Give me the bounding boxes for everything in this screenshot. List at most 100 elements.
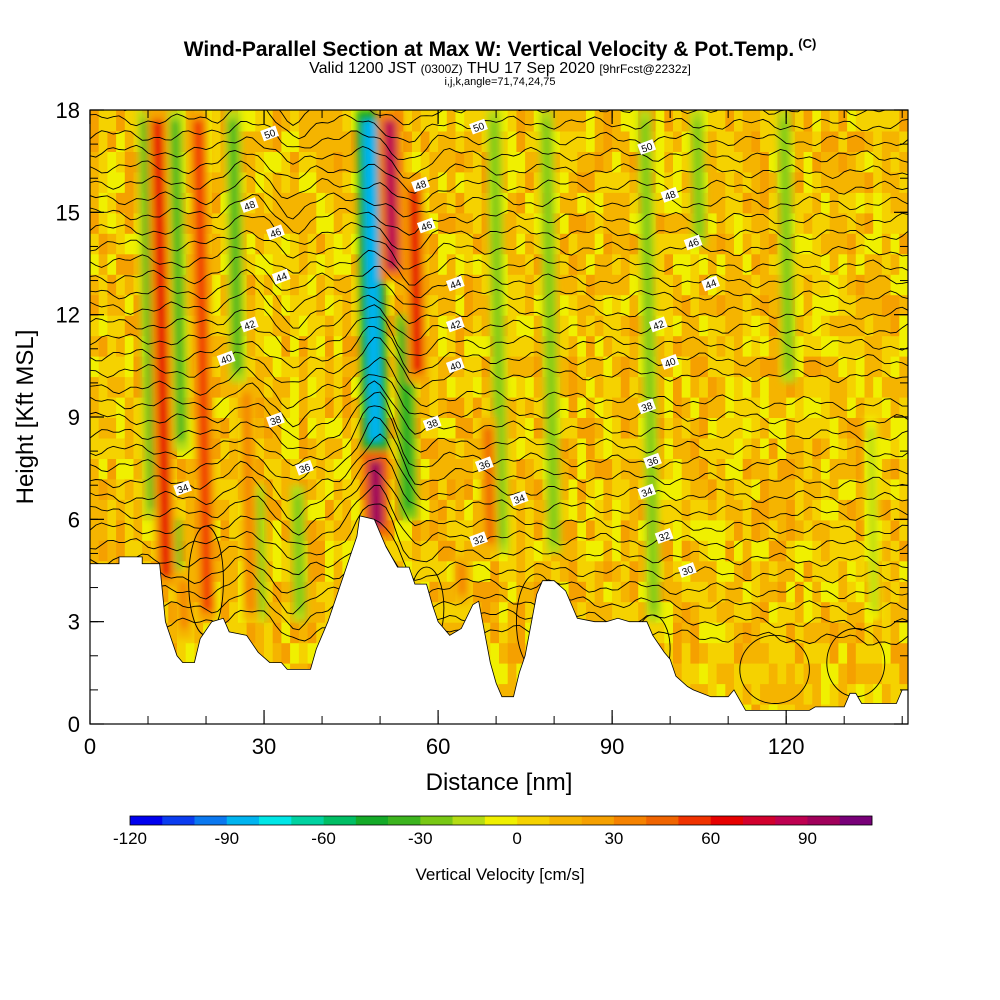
field-cell xyxy=(211,355,222,378)
field-cell xyxy=(847,560,857,582)
field-cell xyxy=(533,191,544,214)
field-cell xyxy=(429,457,440,480)
field-cell xyxy=(855,642,866,664)
field-cell xyxy=(777,457,788,480)
field-cell xyxy=(829,150,840,173)
field-cell xyxy=(881,498,892,521)
field-cell xyxy=(185,273,196,296)
field-cell xyxy=(760,110,770,132)
field-cell xyxy=(333,110,344,132)
field-cell xyxy=(420,130,431,152)
field-cell xyxy=(559,191,570,214)
field-cell xyxy=(472,191,483,214)
field-cell xyxy=(690,539,701,562)
field-cell xyxy=(298,294,309,316)
field-cell xyxy=(829,519,840,541)
field-cell xyxy=(385,376,396,398)
field-cell xyxy=(890,560,901,582)
field-cell xyxy=(803,621,814,644)
field-cell xyxy=(751,642,762,664)
field-cell xyxy=(107,232,118,255)
field-cell xyxy=(133,232,144,255)
field-cell xyxy=(272,335,283,357)
field-cell xyxy=(90,273,100,296)
field-cell xyxy=(699,417,709,439)
theta-label-bg xyxy=(266,412,285,428)
field-cell xyxy=(855,335,866,357)
field-cell xyxy=(681,171,692,193)
field-cell xyxy=(794,519,805,541)
field-cell xyxy=(829,212,840,234)
field-cell xyxy=(655,212,666,234)
field-cell xyxy=(864,335,875,357)
field-cell xyxy=(681,110,692,132)
field-cell xyxy=(325,212,335,234)
y-tick-label: 3 xyxy=(68,610,80,635)
field-cell xyxy=(472,478,483,500)
field-cell xyxy=(812,273,822,296)
field-cell xyxy=(768,601,779,623)
field-cell xyxy=(586,130,596,152)
field-cell xyxy=(794,294,805,316)
field-cell xyxy=(629,150,640,173)
field-cell xyxy=(716,110,727,132)
theta-label-text: 48 xyxy=(414,179,429,193)
field-cell xyxy=(690,314,701,337)
field-cell xyxy=(516,437,527,459)
field-cell xyxy=(734,662,744,685)
field-cell xyxy=(881,580,892,603)
field-cell xyxy=(751,519,762,541)
field-cell xyxy=(116,191,126,214)
theta-contour-line xyxy=(90,503,908,569)
field-cell xyxy=(751,437,762,459)
field-cell xyxy=(620,498,631,521)
field-cell xyxy=(603,396,614,418)
field-cell xyxy=(821,376,831,398)
field-cell xyxy=(533,417,544,439)
field-cell xyxy=(472,294,483,316)
theta-contour-line xyxy=(90,316,908,356)
field-cell xyxy=(725,150,735,173)
theta-contour-line xyxy=(90,600,908,646)
field-cell xyxy=(481,212,492,234)
field-cell xyxy=(890,171,901,193)
field-cell xyxy=(794,642,805,664)
field-cell xyxy=(742,376,753,398)
field-cell xyxy=(716,212,727,234)
field-cell xyxy=(734,335,744,357)
field-cell xyxy=(603,171,614,193)
field-cell xyxy=(98,396,109,418)
field-cell xyxy=(603,335,614,357)
field-cell xyxy=(629,130,640,152)
field-cell xyxy=(760,335,770,357)
field-cell xyxy=(481,396,492,418)
field-cell xyxy=(98,355,109,378)
field-cell xyxy=(559,437,570,459)
field-cell xyxy=(620,437,631,459)
field-cell xyxy=(855,457,866,480)
field-cell xyxy=(864,683,875,705)
field-cell xyxy=(829,642,840,664)
field-cell xyxy=(98,273,109,296)
field-cell xyxy=(568,130,579,152)
field-cell xyxy=(464,191,474,214)
field-cell xyxy=(142,519,152,541)
field-cell xyxy=(568,314,579,337)
field-cell xyxy=(481,294,492,316)
field-cell xyxy=(255,191,265,214)
field-cell xyxy=(768,191,779,214)
field-cell xyxy=(185,335,196,357)
field-cell xyxy=(838,110,849,132)
field-cell xyxy=(794,437,805,459)
field-cell xyxy=(734,437,744,459)
field-cell xyxy=(786,621,796,644)
field-cell xyxy=(342,191,353,214)
colorbar-swatch xyxy=(581,816,615,825)
field-cell xyxy=(438,150,448,173)
field-cell xyxy=(429,335,440,357)
field-cell xyxy=(734,273,744,296)
field-cell xyxy=(890,642,901,664)
field-cell xyxy=(568,253,579,275)
field-cell xyxy=(725,621,735,644)
